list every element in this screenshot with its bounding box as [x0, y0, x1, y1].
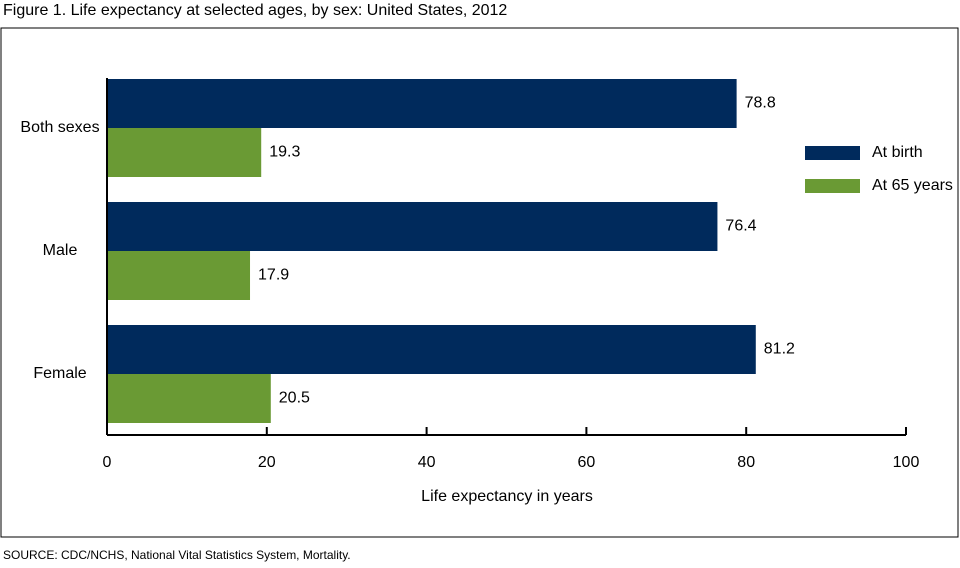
bar [107, 374, 271, 423]
legend-swatch [805, 146, 860, 160]
x-tick-label: 100 [893, 454, 920, 471]
x-axis-label: Life expectancy in years [421, 488, 593, 505]
x-tick-label: 20 [258, 454, 276, 471]
data-label: 78.8 [745, 95, 776, 112]
legend-label: At birth [872, 144, 923, 161]
x-tick-label: 60 [578, 454, 596, 471]
data-label: 81.2 [764, 341, 795, 358]
frame [0, 27, 959, 538]
y-tick-label: Female [33, 365, 87, 382]
chart-title: Figure 1. Life expectancy at selected ag… [3, 2, 508, 19]
source-note: SOURCE: CDC/NCHS, National Vital Statist… [3, 548, 351, 562]
data-label: 20.5 [279, 390, 310, 407]
y-tick-label: Both sexes [20, 119, 100, 136]
legend-label: At 65 years [872, 177, 953, 194]
x-tick-label: 40 [418, 454, 436, 471]
data-label: 19.3 [269, 144, 300, 161]
bar [107, 128, 262, 177]
x-tick-label: 0 [103, 454, 112, 471]
y-tick-label: Male [42, 242, 78, 259]
x-tick-label: 80 [737, 454, 755, 471]
bar [107, 79, 737, 128]
data-label: 76.4 [725, 218, 756, 235]
legend-swatch [805, 179, 860, 193]
bar [107, 202, 718, 251]
data-label: 17.9 [258, 267, 289, 284]
bar [107, 251, 251, 300]
bar [107, 325, 756, 374]
